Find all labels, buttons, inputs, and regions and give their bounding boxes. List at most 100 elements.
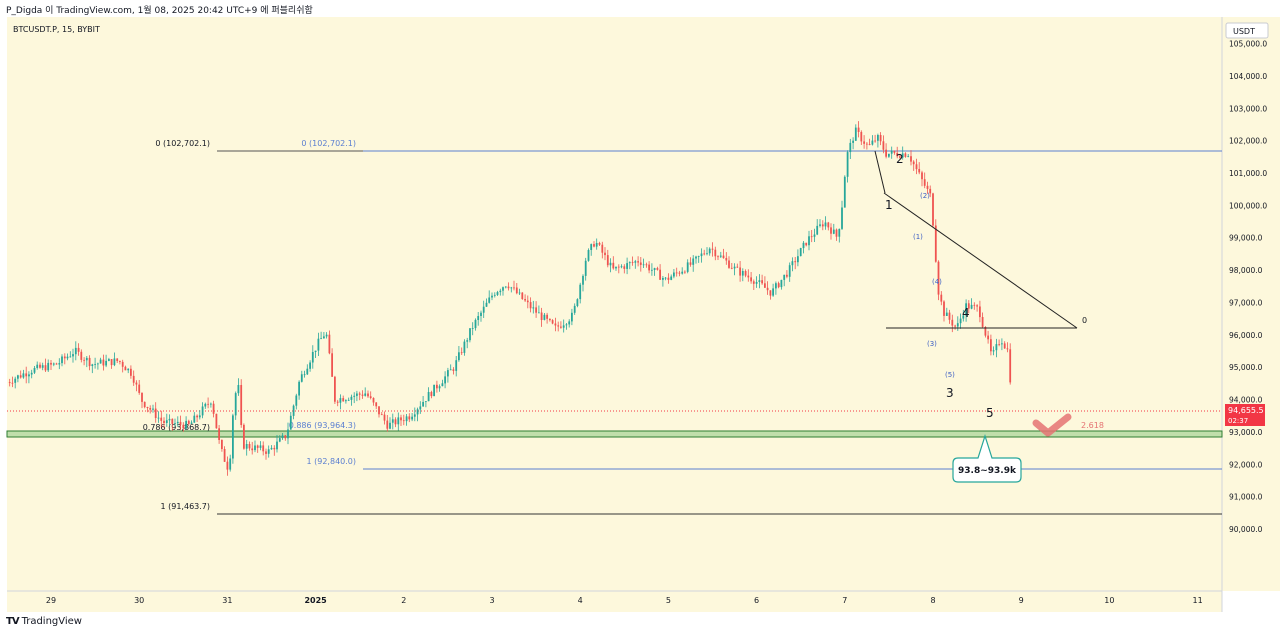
time-axis[interactable]: 29 30 31 2025 2 3 4 5 6 7 8 9 10 11 (46, 596, 1203, 605)
candle-body (524, 299, 526, 301)
price-tick-label: 104,000.0 (1229, 72, 1267, 81)
candle-body (573, 305, 576, 313)
candle-body (797, 256, 799, 263)
candle-body (28, 374, 30, 377)
candle-body (449, 369, 452, 371)
candle-body (97, 363, 99, 365)
candle-body (391, 419, 394, 423)
candle-body (317, 338, 320, 351)
candle-body (838, 228, 841, 237)
candle-body (187, 420, 190, 424)
candle-body (849, 142, 852, 153)
candle-body (821, 224, 824, 227)
candle-body (684, 271, 686, 273)
candle-body (874, 140, 876, 142)
candle-body (298, 381, 300, 396)
candle-body (1003, 343, 1006, 349)
candle-body (127, 368, 130, 371)
candle-body (303, 374, 306, 376)
candle-body (769, 290, 772, 296)
price-tick-label: 101,000.0 (1229, 169, 1267, 178)
price-tick-label: 96,000.0 (1229, 331, 1263, 340)
candle-body (852, 140, 854, 143)
price-tick-label: 100,000.0 (1229, 201, 1267, 210)
candle-body (959, 318, 962, 324)
time-tick-label: 29 (46, 596, 56, 605)
price-chart[interactable]: BTCUSDT.P, 15, BYBIT USDT 105,000.0 104,0… (0, 0, 1280, 612)
candle-body (965, 303, 967, 316)
candle-body (926, 185, 929, 189)
price-axis-background (1222, 17, 1280, 591)
candle-body (176, 421, 179, 424)
candle-body (400, 417, 402, 421)
candle-body (108, 359, 110, 361)
candle-body (651, 269, 653, 271)
candle-body (700, 253, 703, 257)
time-tick-label: 6 (754, 596, 759, 605)
candle-body (766, 287, 769, 291)
candle-body (94, 364, 96, 365)
candle-body (471, 328, 474, 329)
candle-body (714, 249, 717, 257)
candle-body (243, 424, 245, 449)
candle-body (910, 156, 912, 162)
candle-body (775, 283, 777, 289)
candle-body (560, 326, 562, 328)
price-tick-label: 103,000.0 (1229, 104, 1267, 113)
candle-body (245, 444, 248, 449)
candle-body (455, 360, 458, 371)
target-callout-box[interactable] (952, 434, 1022, 483)
candle-body (130, 368, 132, 376)
candle-body (427, 392, 430, 402)
subwave-label-1: (1) (913, 233, 923, 241)
candle-body (436, 384, 438, 389)
candle-body (281, 435, 284, 439)
candle-body (350, 396, 353, 400)
candle-body (998, 344, 1001, 345)
candle-body (353, 395, 356, 397)
candle-body (262, 445, 265, 452)
candle-body (945, 312, 948, 316)
fib-left-label-1: 1 (91,463.7) (161, 502, 211, 511)
candle-body (30, 372, 33, 375)
candle-body (1006, 348, 1009, 350)
candle-body (962, 315, 965, 319)
candle-body (300, 374, 303, 382)
price-axis[interactable]: 105,000.0 104,000.0 103,000.0 102,000.0 101,… (1229, 40, 1267, 534)
candle-body (345, 400, 347, 402)
candle-body (615, 266, 617, 269)
price-tick-label: 90,000.0 (1229, 525, 1263, 534)
candle-body (659, 269, 661, 280)
candle-body (843, 176, 846, 208)
candle-body (717, 256, 719, 258)
candle-body (41, 365, 44, 368)
price-tick-label: 95,000.0 (1229, 363, 1263, 372)
subwave-label-5: (5) (945, 371, 955, 379)
candle-body (813, 234, 816, 237)
candle-body (598, 243, 601, 245)
candle-body (990, 339, 992, 352)
candle-body (940, 294, 943, 302)
candle-body (860, 132, 863, 142)
candle-body (287, 429, 289, 439)
candle-body (389, 422, 391, 429)
candle-body (292, 405, 295, 416)
candle-body (273, 447, 276, 450)
candle-body (154, 408, 157, 418)
candle-body (91, 364, 94, 366)
candle-body (645, 264, 648, 266)
price-tick-label: 99,000.0 (1229, 234, 1263, 243)
candle-body (163, 420, 165, 423)
candle-body (168, 418, 171, 421)
wedge-zero-label: 0 (1082, 316, 1087, 325)
candle-body (328, 334, 331, 354)
tradingview-brand[interactable]: TV TradingView (6, 616, 82, 627)
candle-body (361, 394, 364, 396)
candle-body (893, 150, 896, 153)
candle-body (620, 266, 623, 268)
candle-body (276, 441, 278, 450)
currency-badge[interactable] (1225, 22, 1269, 39)
candle-body (576, 299, 579, 306)
subwave-label-4: (4) (932, 278, 942, 286)
candle-body (44, 365, 47, 371)
